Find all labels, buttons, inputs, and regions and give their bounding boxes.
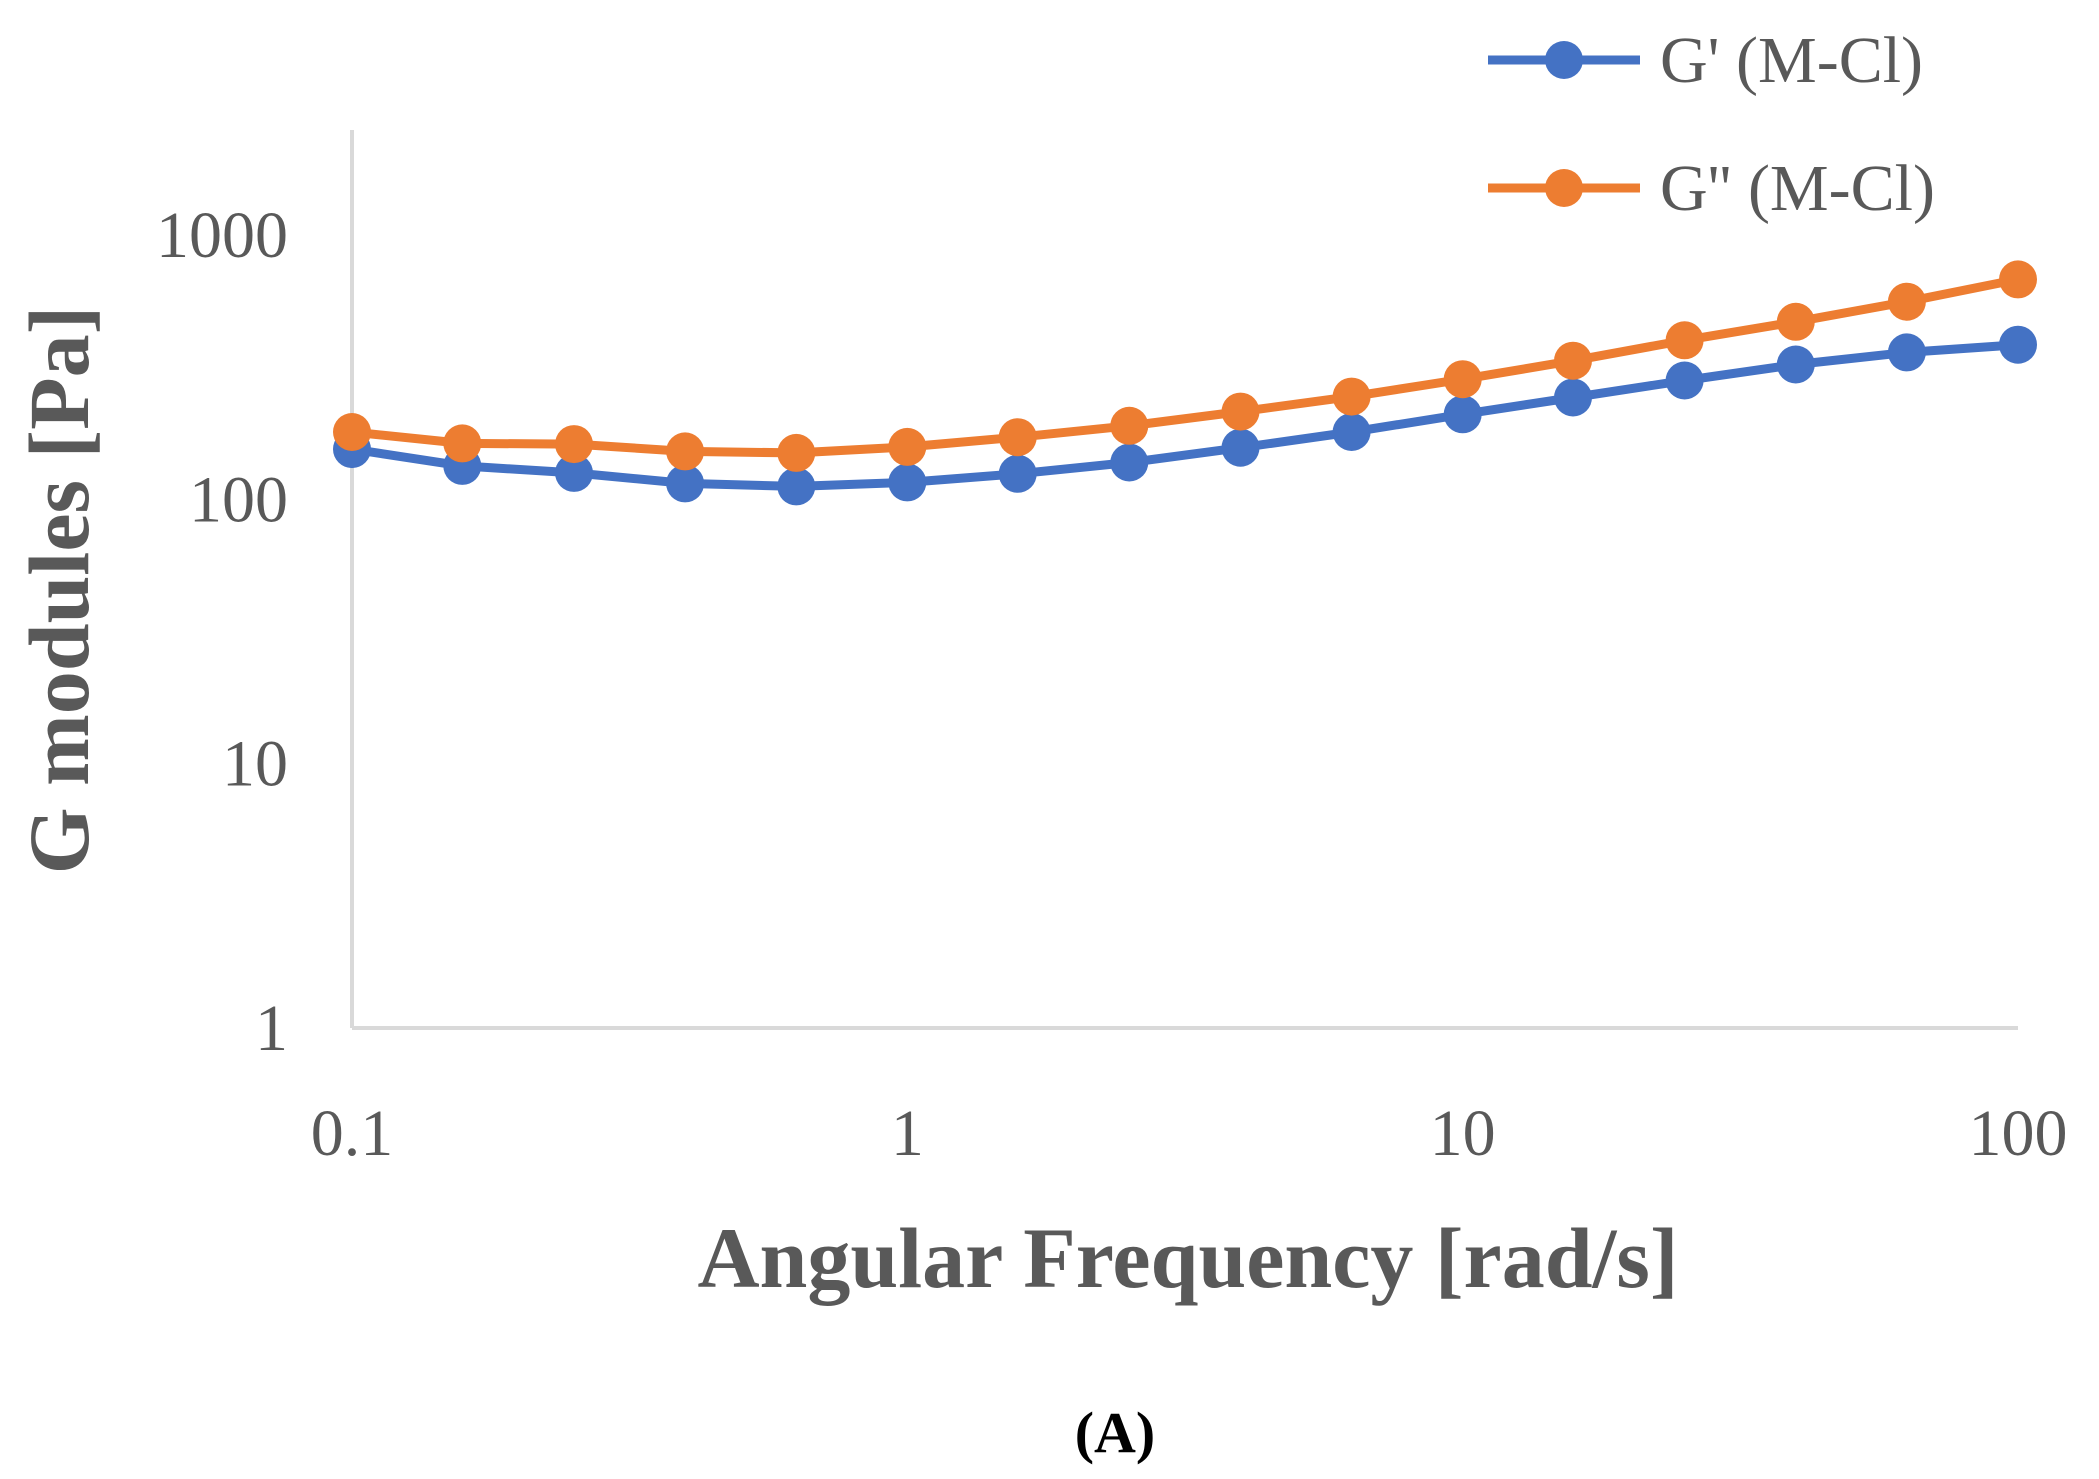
y-axis-title: G modules [Pa]	[11, 306, 107, 875]
x-tick-label: 10	[1430, 1097, 1496, 1170]
x-tick-label: 0.1	[311, 1097, 394, 1170]
series-2-point	[888, 427, 927, 466]
series-2-point	[1554, 341, 1592, 380]
series-2-point	[1776, 302, 1815, 341]
series-2-point	[333, 413, 371, 451]
series-2-point	[1999, 260, 2037, 299]
series-2-point	[443, 424, 482, 463]
series-2-point	[1221, 392, 1260, 431]
series-1-point	[1110, 443, 1149, 482]
series-line-1	[351, 340, 2019, 491]
series-1-point	[1887, 333, 1926, 372]
x-tick-labels: 0.1 1 10 100	[311, 1097, 2068, 1170]
axes	[350, 130, 2018, 1030]
series-1-point	[1443, 395, 1482, 434]
legend-swatch-marker	[1545, 41, 1583, 79]
series-2-point	[666, 432, 705, 471]
legend: G' (M-Cl) G'' (M-Cl)	[1488, 24, 1935, 225]
y-tick-label: 100	[189, 463, 288, 536]
series-1-point	[1554, 378, 1592, 417]
series-1-point	[888, 463, 927, 502]
series-1-point	[1999, 325, 2037, 364]
legend-swatch-marker	[1545, 169, 1583, 207]
series-lines	[351, 274, 2019, 491]
series-1-point	[998, 454, 1037, 493]
y-tick-label: 10	[222, 728, 288, 801]
series-1-point	[1221, 428, 1260, 467]
figure-caption: (A)	[1075, 1400, 1156, 1465]
x-tick-label: 100	[1969, 1097, 2068, 1170]
series-2-point	[1110, 406, 1149, 445]
series-line-2	[351, 274, 2019, 458]
legend-item-2: G'' (M-Cl)	[1488, 152, 1935, 225]
series-2-point	[555, 425, 593, 464]
series-2-point	[777, 433, 816, 472]
legend-label: G' (M-Cl)	[1660, 24, 1923, 97]
x-axis-title: Angular Frequency [rad/s]	[697, 1210, 1678, 1306]
series-1-point	[1332, 413, 1371, 451]
series-2-point	[1887, 282, 1926, 321]
y-tick-label: 1	[255, 992, 288, 1065]
series-1-point	[1665, 361, 1704, 400]
x-tick-label: 1	[891, 1097, 924, 1170]
series-1-point	[555, 453, 593, 492]
series-2-point	[1443, 360, 1482, 399]
legend-label: G'' (M-Cl)	[1660, 152, 1935, 225]
series-2-point	[1332, 377, 1371, 416]
legend-item-1: G' (M-Cl)	[1488, 24, 1923, 97]
y-tick-label: 1000	[156, 199, 288, 272]
series-1-point	[666, 464, 705, 503]
series-markers	[333, 260, 2037, 506]
y-tick-labels: 1 10 100 1000	[156, 199, 288, 1065]
series-1-point	[1776, 345, 1815, 384]
series-2-point	[998, 418, 1037, 457]
series-2-point	[1665, 321, 1704, 360]
series-1-point	[777, 467, 816, 506]
